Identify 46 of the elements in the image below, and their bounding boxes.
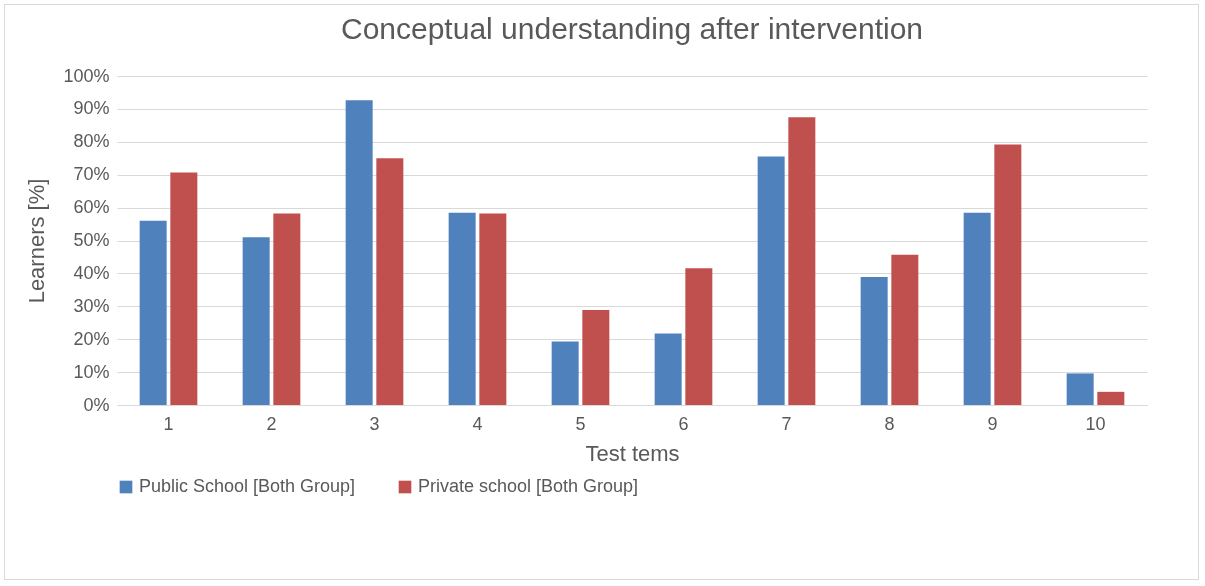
y-tick-label: 0% [83, 394, 110, 415]
bar [551, 341, 579, 405]
y-axis-title: Learners [%] [24, 178, 50, 304]
y-tick-label: 80% [73, 131, 110, 152]
x-tick-label: 4 [472, 413, 483, 434]
y-tick-label: 50% [73, 230, 110, 250]
x-axis-title: Test tems [585, 440, 680, 466]
y-tick-label: 10% [73, 361, 110, 382]
bar [273, 213, 301, 405]
bar [139, 220, 167, 405]
bar [242, 237, 270, 405]
x-tick-label: 6 [678, 413, 689, 434]
bar [994, 144, 1022, 405]
bar [685, 268, 713, 405]
bar [788, 117, 816, 405]
bar [860, 277, 888, 405]
bar [654, 333, 682, 405]
y-tick-label: 90% [73, 98, 110, 119]
y-tick-label: 100% [63, 65, 110, 86]
x-tick-label: 1 [163, 413, 174, 434]
y-tick-label: 30% [73, 295, 110, 316]
x-tick-label: 7 [781, 413, 792, 434]
bar [479, 213, 507, 405]
bar [1097, 391, 1125, 405]
bar [345, 100, 373, 405]
legend-label: Private school [Both Group] [418, 476, 639, 496]
x-tick-label: 2 [266, 413, 277, 434]
y-tick-label: 40% [73, 262, 110, 283]
y-tick-label: 20% [73, 328, 110, 349]
bar [1066, 373, 1094, 405]
y-tick-label: 60% [73, 197, 110, 218]
chart-title: Conceptual understanding after intervention [340, 12, 924, 45]
x-tick-label: 9 [987, 413, 998, 434]
bar [891, 254, 919, 405]
bar [170, 172, 198, 405]
bar [376, 158, 404, 405]
x-tick-label: 5 [575, 413, 586, 434]
x-tick-label: 3 [369, 413, 380, 434]
bar [963, 212, 991, 405]
bar [757, 156, 785, 405]
x-tick-label: 10 [1085, 413, 1106, 434]
legend-label: Public School [Both Group] [139, 476, 356, 496]
y-tick-label: 70% [73, 164, 110, 185]
x-tick-label: 8 [884, 413, 895, 434]
bar [582, 309, 610, 405]
bar [448, 212, 476, 405]
